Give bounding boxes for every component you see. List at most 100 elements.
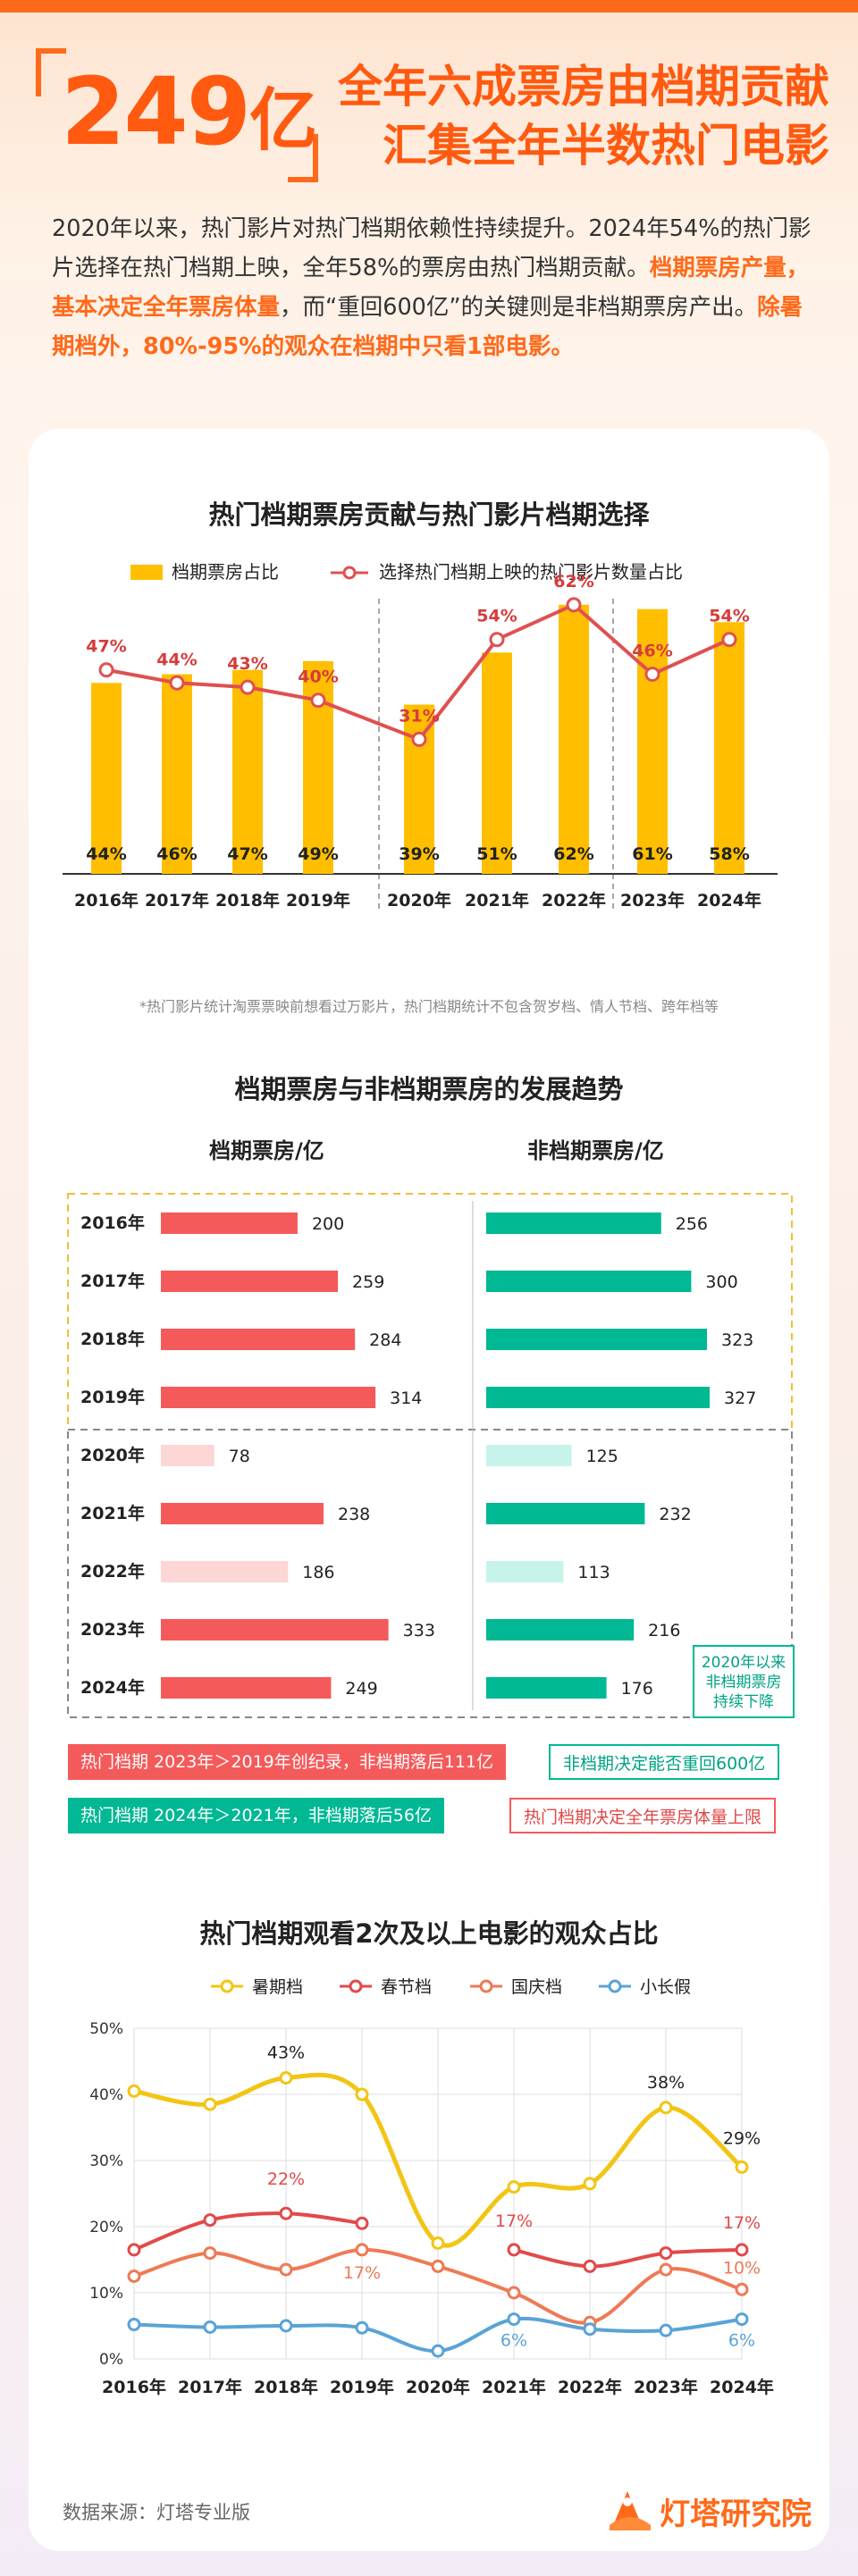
bar-box-office-2022年 — [161, 1561, 289, 1582]
data-label-暑期档-2024年: 29% — [723, 2128, 761, 2148]
intro-paragraph: 2020年以来，热门影片对热门档期依赖性持续提升。2024年54%的热门影片选择… — [52, 209, 812, 366]
bar-label-2017年: 46% — [156, 844, 197, 864]
data-label-暑期档-2023年: 38% — [647, 2073, 685, 2093]
line-point-2023年 — [644, 667, 660, 683]
point-国庆档-2023年 — [659, 2262, 673, 2277]
x-tick-2024年: 2024年 — [710, 2377, 774, 2397]
bar-box-office-2021年 — [161, 1503, 324, 1524]
bar-value-non-season-2016年: 256 — [676, 1214, 708, 1234]
bar-value-box-office-2020年: 78 — [229, 1447, 250, 1466]
point-国庆档-2021年 — [507, 2286, 521, 2300]
line-label-2017年: 44% — [156, 650, 197, 669]
annotation-box — [693, 1645, 795, 1718]
point-小长假-2021年 — [507, 2312, 521, 2327]
point-暑期档-2018年 — [279, 2071, 293, 2085]
line-label-2023年: 46% — [632, 642, 672, 661]
brand-logo-text: 灯塔研究院 — [660, 2496, 812, 2532]
bar-non-season-2023年 — [486, 1619, 635, 1640]
line-point-2020年 — [411, 731, 427, 747]
y-tick-20%: 20% — [89, 2219, 123, 2236]
line-point-2018年 — [240, 679, 256, 695]
bar-2022年 — [559, 604, 589, 874]
bar-non-season-2024年 — [486, 1677, 607, 1699]
legend-marker-line — [342, 566, 357, 580]
x-tick-2017年: 2017年 — [178, 2377, 242, 2397]
point-春节档-2019年 — [355, 2216, 369, 2230]
intro-highlight-1: 档期票房产量，基本决定全年票房体量 — [52, 255, 810, 321]
point-小长假-2022年 — [583, 2322, 597, 2337]
point-国庆档-2018年 — [279, 2262, 293, 2277]
row-label-2020年: 2020年 — [80, 1445, 145, 1465]
chart2-right-column-header: 非档期票房/亿 — [527, 1138, 664, 1163]
data-source: 数据来源：灯塔专业版 — [63, 2502, 250, 2523]
chart1-title: 热门档期票房贡献与热门影片档期选择 — [208, 499, 650, 530]
bar-value-non-season-2020年: 125 — [586, 1447, 618, 1466]
point-暑期档-2016年 — [127, 2084, 141, 2098]
legend-label-暑期档: 暑期档 — [252, 1977, 303, 1997]
bar-box-office-2024年 — [161, 1677, 332, 1699]
line-point-2019年 — [310, 692, 326, 709]
chart1-svg: 档期票房占比 选择热门档期上映的热门影片数量占比 44% 2016年 46% 2017年 4… — [63, 561, 778, 910]
line-point-2017年 — [169, 675, 185, 691]
row-label-2017年: 2017年 — [80, 1271, 145, 1291]
bar-box-office-2023年 — [161, 1619, 389, 1640]
legend-label-bar: 档期票房占比 — [172, 561, 279, 583]
point-暑期档-2021年 — [507, 2180, 521, 2194]
point-春节档-2023年 — [659, 2246, 673, 2261]
x-tick-2020年: 2020年 — [406, 2377, 470, 2397]
x-tick-2024年: 2024年 — [697, 890, 761, 910]
bar-non-season-2019年 — [486, 1387, 711, 1408]
y-tick-50%: 50% — [89, 2020, 123, 2038]
lighthouse-icon — [610, 2491, 651, 2530]
x-tick-2020年: 2020年 — [387, 890, 451, 910]
row-label-2019年: 2019年 — [80, 1387, 145, 1407]
headline-number-value: 249 — [61, 57, 251, 166]
bar-box-office-2017年 — [161, 1271, 339, 1292]
x-tick-2019年: 2019年 — [286, 890, 350, 910]
point-暑期档-2020年 — [431, 2236, 445, 2250]
point-国庆档-2017年 — [203, 2246, 217, 2261]
line-series-春节档-0 — [133, 2211, 363, 2252]
legend-marker-小长假 — [608, 1979, 622, 1993]
point-春节档-2016年 — [127, 2243, 141, 2257]
y-tick-40%: 40% — [89, 2086, 123, 2104]
bar-box-office-2016年 — [161, 1212, 298, 1234]
point-小长假-2024年 — [735, 2312, 749, 2327]
row-label-2016年: 2016年 — [80, 1212, 145, 1233]
point-春节档-2018年 — [279, 2206, 293, 2220]
x-tick-2021年: 2021年 — [465, 890, 529, 910]
bar-2023年 — [637, 608, 668, 874]
bar-value-box-office-2019年: 314 — [390, 1389, 422, 1408]
intro-text-2: ，而“重回600亿”的关键则是非档期票房产出。 — [280, 294, 758, 321]
bar-2016年 — [91, 683, 122, 874]
intro-highlight-2: 除暑期档外，80%-95%的观众在档期中只看1部电影。 — [52, 294, 803, 360]
row-label-2024年: 2024年 — [80, 1677, 145, 1698]
x-tick-2019年: 2019年 — [330, 2377, 394, 2397]
point-暑期档-2022年 — [583, 2177, 597, 2191]
line-point-2024年 — [721, 632, 737, 648]
line-label-2016年: 47% — [86, 637, 126, 657]
y-tick-30%: 30% — [89, 2152, 123, 2170]
y-tick-10%: 10% — [89, 2285, 123, 2303]
point-小长假-2023年 — [659, 2323, 673, 2337]
data-label-春节档-2024年: 17% — [723, 2213, 761, 2233]
bar-value-box-office-2021年: 238 — [338, 1505, 370, 1524]
line-label-2024年: 54% — [709, 607, 749, 626]
legend-marker-春节档 — [349, 1979, 363, 1993]
x-tick-2016年: 2016年 — [74, 890, 139, 910]
point-春节档-2024年 — [735, 2243, 749, 2257]
line-point-2021年 — [489, 632, 505, 648]
bar-label-2023年: 61% — [632, 844, 672, 864]
x-tick-2018年: 2018年 — [215, 890, 280, 910]
bar-value-box-office-2017年: 259 — [352, 1272, 384, 1292]
bar-2017年 — [162, 674, 192, 874]
data-label-春节档-2018年: 22% — [267, 2169, 305, 2189]
top-accent-bar — [0, 0, 858, 13]
bar-2024年 — [714, 622, 744, 874]
chart3-title: 热门档期观看2次及以上电影的观众占比 — [199, 1918, 659, 1949]
point-国庆档-2024年 — [735, 2282, 749, 2296]
bar-label-2020年: 39% — [399, 844, 439, 864]
bar-value-non-season-2023年: 216 — [648, 1621, 680, 1640]
row-label-2023年: 2023年 — [80, 1619, 145, 1640]
x-tick-2017年: 2017年 — [145, 890, 209, 910]
